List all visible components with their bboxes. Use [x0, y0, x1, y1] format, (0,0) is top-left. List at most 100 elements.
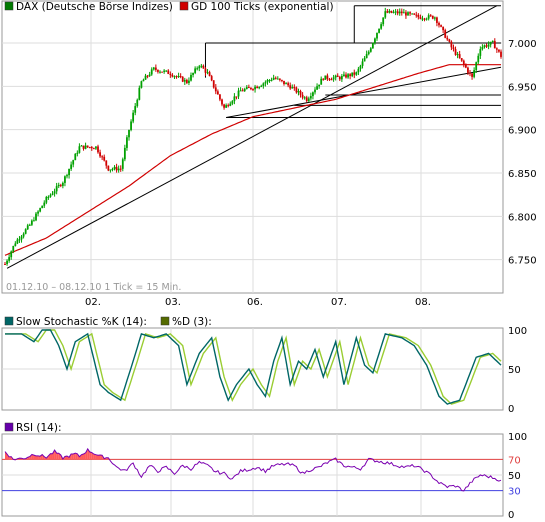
rsi-line: [4, 447, 502, 492]
candle-body: [138, 87, 141, 100]
candle-body: [148, 74, 151, 76]
candle-body: [266, 80, 269, 83]
candle-body: [429, 15, 432, 17]
legend-swatch-d: [160, 316, 170, 326]
candle-body: [477, 55, 480, 63]
legend-swatch-rsi: [4, 422, 14, 432]
candle-body: [92, 148, 95, 150]
candle-body: [115, 166, 118, 171]
rsi-overbought-fill: [38, 455, 41, 460]
candle-body: [163, 70, 166, 72]
candle-body: [390, 10, 393, 13]
candle-body: [367, 51, 370, 55]
candle-body: [489, 41, 492, 45]
candle-body: [140, 81, 143, 88]
price-tick-label: 6.850: [508, 169, 537, 180]
candle-body: [30, 220, 33, 225]
candle-body: [185, 79, 188, 83]
candle-body: [49, 194, 52, 197]
candle-body: [66, 175, 68, 177]
candle-body: [219, 94, 221, 100]
candle-body: [438, 22, 440, 26]
candle-body: [18, 239, 21, 241]
period-info: 01.12.10 – 08.12.10 1 Tick = 15 Min.: [6, 282, 181, 293]
candle-body: [425, 18, 428, 20]
candle-body: [210, 76, 213, 81]
candle-body: [233, 96, 236, 102]
candle-body: [427, 15, 430, 19]
candle-body: [72, 160, 75, 165]
candle-body: [369, 48, 372, 52]
stoch-tick-label: 100: [508, 326, 527, 337]
candle-body: [88, 147, 91, 149]
candle-body: [419, 17, 422, 19]
rsi-fill: [5, 448, 466, 491]
candle-body: [464, 64, 467, 68]
time-tick-label: 07.: [331, 297, 347, 308]
candle-body: [84, 145, 87, 149]
rsi-tick-label: 100: [508, 432, 527, 443]
candle-body: [394, 11, 397, 13]
candle-body: [442, 26, 445, 31]
candle-body: [167, 70, 170, 74]
candle-body: [216, 91, 219, 95]
candle-body: [6, 260, 8, 265]
candle-body: [41, 205, 44, 209]
candle-body: [159, 71, 161, 73]
candle-body: [380, 24, 383, 29]
candle-body: [324, 75, 327, 80]
candle-body: [386, 11, 389, 13]
rsi-overbought-fill: [48, 453, 51, 460]
candle-body: [177, 75, 180, 77]
candle-body: [353, 72, 356, 75]
candle-body: [363, 58, 366, 62]
candle-body: [214, 87, 217, 92]
candle-body: [483, 45, 486, 48]
rsi-overbought-fill: [95, 454, 98, 460]
candle-body: [322, 78, 325, 80]
candle-body: [291, 87, 294, 89]
stochastic-legend: Slow Stochastic %K (14): %D (3):: [4, 316, 212, 328]
candle-body: [82, 145, 85, 149]
candle-body: [24, 229, 27, 234]
candle-body: [237, 90, 240, 97]
price-panel: 6.750 6.800 6.850 6.900 6.950 7.000 02. 03. 06.…: [1, 0, 537, 308]
candle-body: [55, 186, 58, 192]
candle-body: [109, 169, 112, 171]
candle-body: [330, 79, 333, 81]
candle-body: [227, 105, 230, 107]
candle-body: [485, 45, 488, 47]
candle-body: [113, 166, 116, 169]
rsi-overbought-fill: [83, 452, 86, 460]
candle-body: [355, 72, 358, 75]
rsi-overbought-fill: [100, 455, 103, 460]
candle-body: [14, 243, 17, 246]
rsi-overbought-fill: [98, 455, 101, 460]
time-tick-label: 06.: [247, 297, 263, 308]
legend-label-k: Slow Stochastic %K (14):: [16, 316, 147, 328]
candle-body: [405, 12, 407, 16]
rsi-polyline: [4, 447, 502, 492]
rsi-overbought-fill: [71, 454, 74, 460]
candle-body: [132, 112, 135, 122]
candle-body: [150, 69, 153, 75]
candle-body: [103, 156, 106, 161]
candle-body: [456, 54, 459, 56]
price-y-axis: 6.750 6.800 6.850 6.900 6.950 7.000: [508, 39, 537, 267]
candle-body: [198, 66, 201, 69]
candle-body: [301, 94, 304, 98]
candle-body: [190, 74, 192, 81]
candle-body: [270, 79, 273, 81]
price-tick-label: 6.750: [508, 256, 537, 267]
candle-body: [192, 72, 194, 75]
candle-body: [289, 85, 292, 89]
time-tick-label: 02.: [85, 297, 101, 308]
candle-body: [95, 146, 97, 149]
legend-label-dax: DAX (Deutsche Börse Indizes): [16, 1, 173, 13]
candle-body: [247, 87, 250, 89]
candle-body: [43, 202, 46, 206]
candle-body: [444, 30, 447, 38]
candle-body: [378, 28, 380, 33]
candle-body: [446, 37, 449, 40]
candle-body: [241, 90, 244, 92]
